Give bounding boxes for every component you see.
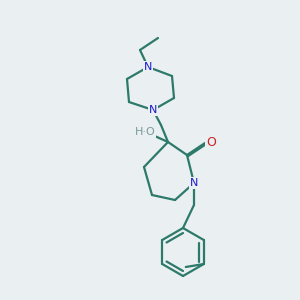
Text: O: O	[206, 136, 216, 149]
Text: N: N	[190, 178, 198, 188]
Text: N: N	[149, 105, 157, 115]
Text: N: N	[144, 62, 152, 72]
Text: H·O: H·O	[135, 127, 155, 137]
